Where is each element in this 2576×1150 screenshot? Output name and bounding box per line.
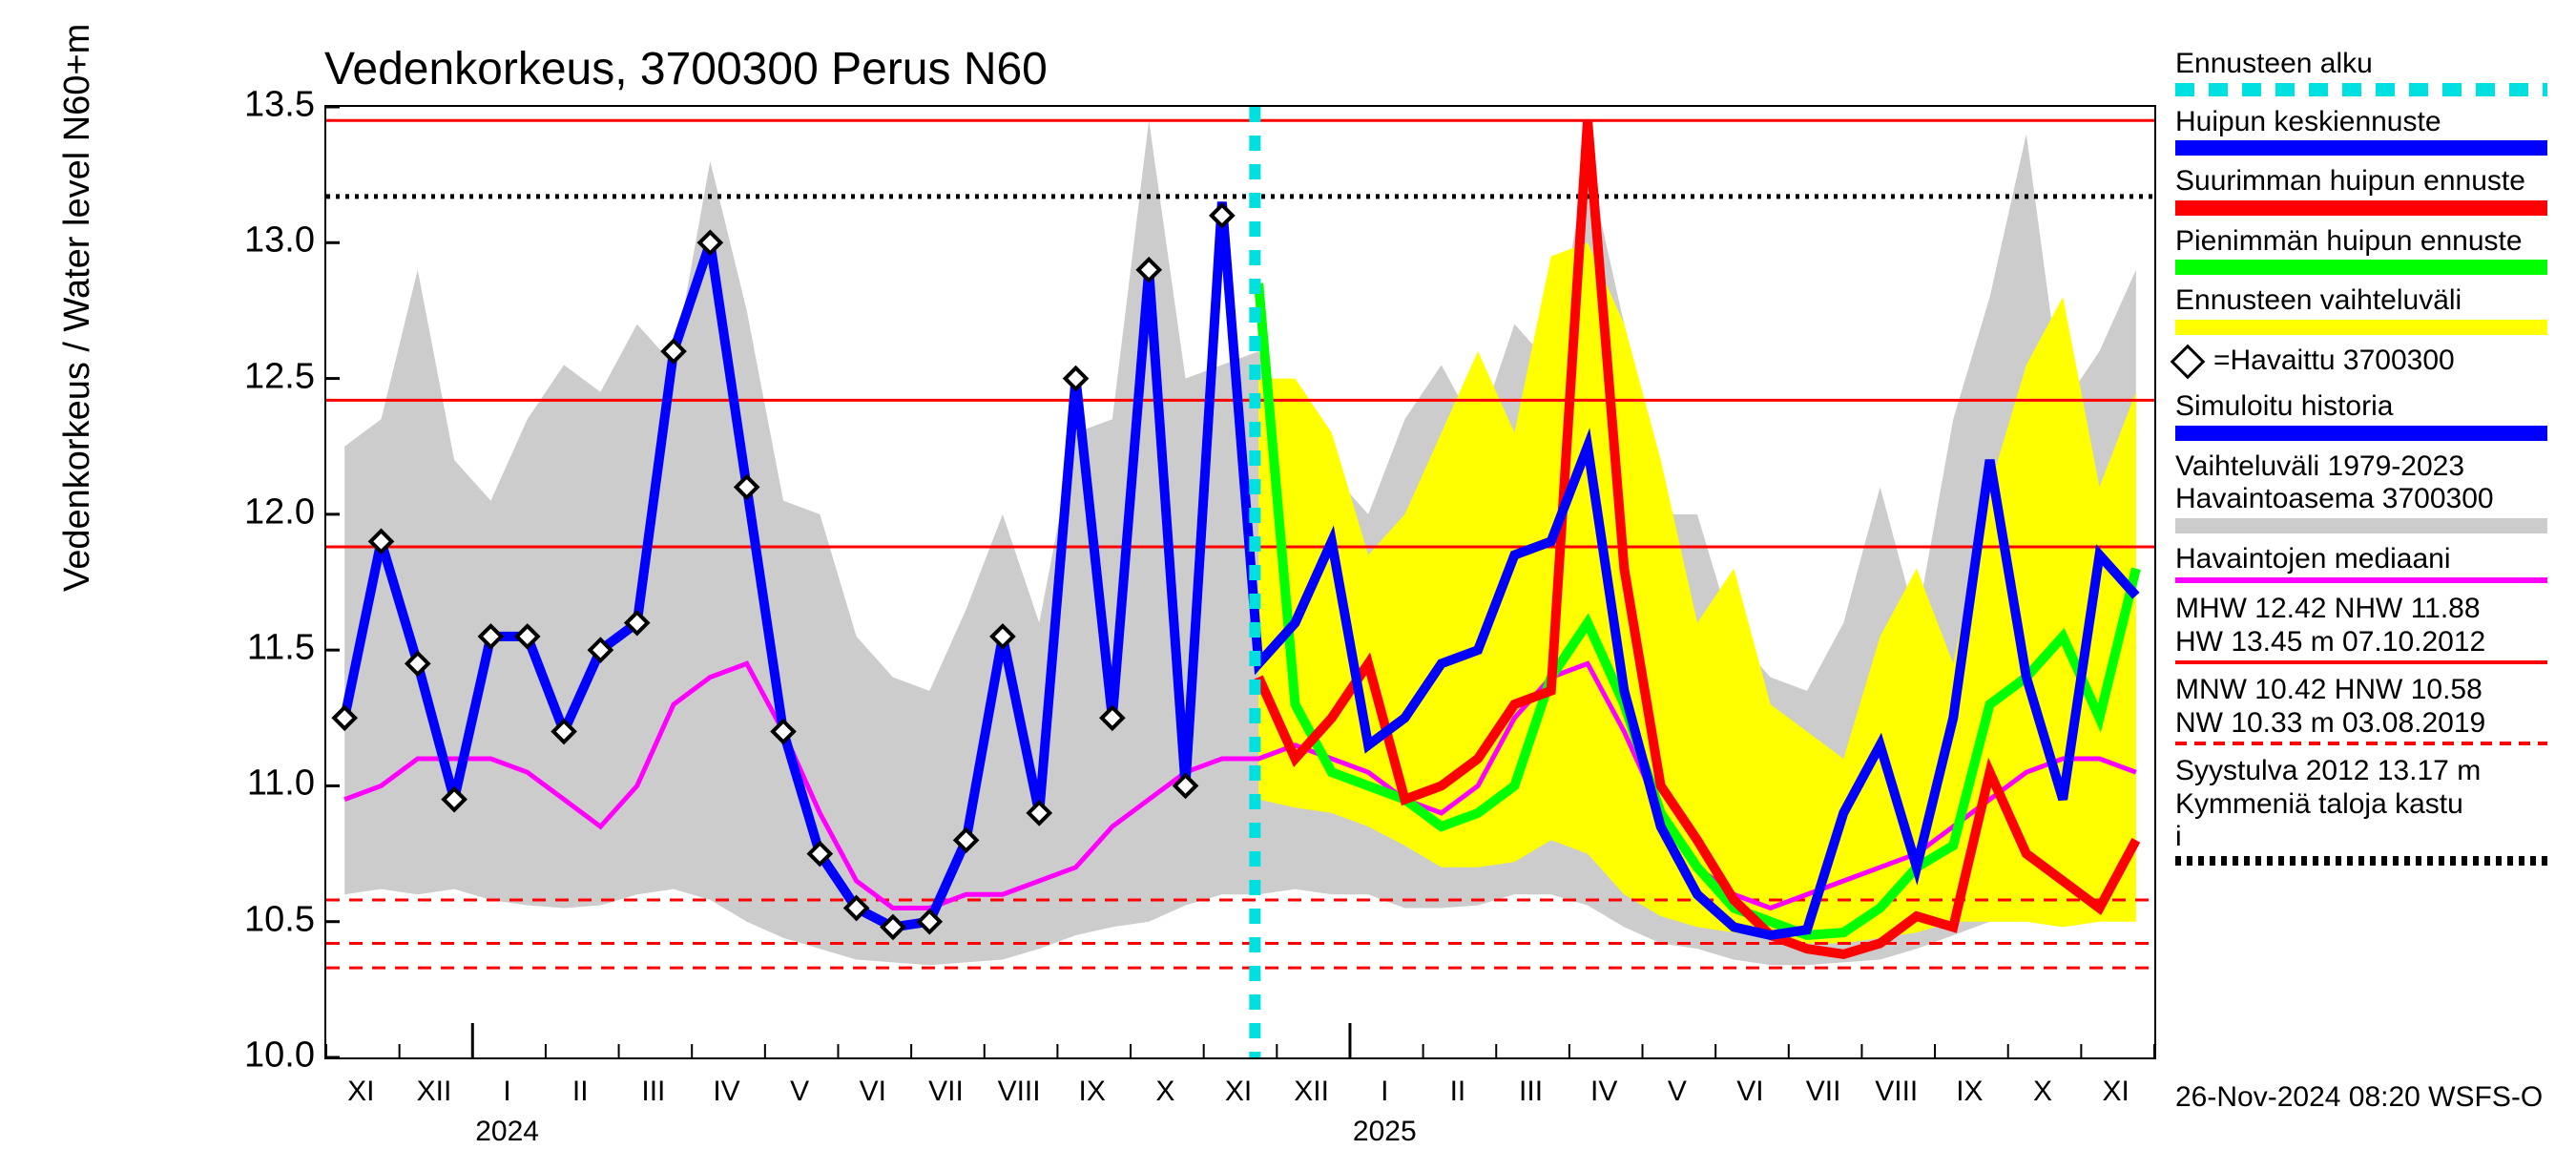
x-tick-month: XII [1294, 1076, 1329, 1108]
swatch-magenta [2175, 577, 2547, 583]
x-tick-month: V [790, 1076, 809, 1108]
swatch-black-dotted [2175, 856, 2547, 866]
timestamp-footer: 26-Nov-2024 08:20 WSFS-O [2175, 1081, 2543, 1114]
y-tick: 12.0 [200, 491, 315, 533]
swatch-red-thin [2175, 660, 2547, 664]
swatch-cyan-dashed [2175, 83, 2547, 96]
swatch-green [2175, 260, 2547, 275]
swatch-gray [2175, 518, 2547, 533]
x-tick-month: XI [1225, 1076, 1252, 1108]
swatch-red-dashed [2175, 742, 2547, 745]
x-tick-month: XI [347, 1076, 374, 1108]
x-tick-month: IV [1590, 1076, 1617, 1108]
swatch-blue [2175, 140, 2547, 156]
legend-peak-mean: Huipun keskiennuste [2175, 106, 2441, 137]
x-tick-month: XI [2102, 1076, 2129, 1108]
x-tick-month: III [1519, 1076, 1543, 1108]
x-tick-month: XII [417, 1076, 452, 1108]
x-tick-month: VI [1736, 1076, 1763, 1108]
legend-stat2: HW 13.45 m 07.10.2012 [2175, 626, 2485, 658]
x-tick-month: II [1450, 1076, 1466, 1108]
x-tick-month: VII [928, 1076, 964, 1108]
x-tick-month: II [572, 1076, 589, 1108]
swatch-yellow [2175, 320, 2547, 335]
legend-stat3: MNW 10.42 HNW 10.58 [2175, 674, 2483, 705]
chart-title: Vedenkorkeus, 3700300 Perus N60 [324, 43, 1048, 95]
y-axis-label: Vedenkorkeus / Water level N60+m [57, 24, 98, 592]
y-tick: 13.0 [200, 220, 315, 261]
y-axis: 10.010.511.011.512.012.513.013.5 [191, 95, 315, 1069]
legend-forecast-start: Ennusteen alku [2175, 48, 2373, 79]
y-tick: 11.0 [200, 763, 315, 805]
legend-sim-history: Simuloitu historia [2175, 390, 2393, 422]
x-tick-month: X [2033, 1076, 2052, 1108]
diamond-icon [2171, 344, 2206, 379]
x-tick-year: 2024 [475, 1116, 539, 1148]
legend-range-hist-a: Vaihteluväli 1979-2023 [2175, 450, 2464, 482]
y-tick: 10.5 [200, 899, 315, 940]
legend-range-hist-b: Havaintoasema 3700300 [2175, 483, 2494, 514]
y-tick: 10.0 [200, 1035, 315, 1077]
y-tick: 11.5 [200, 628, 315, 669]
plot-svg [326, 107, 2154, 1057]
swatch-blue2 [2175, 426, 2547, 441]
x-tick-month: VIII [1875, 1076, 1918, 1108]
legend-peak-min: Pienimmän huipun ennuste [2175, 225, 2523, 257]
legend-stat4: NW 10.33 m 03.08.2019 [2175, 707, 2485, 739]
legend-note3: i [2175, 821, 2182, 852]
x-axis: XIXIIIIIIIIIVVVIVIIVIIIIXXXIXIIIIIIIIIVV… [324, 1064, 2156, 1150]
x-tick-month: IX [1079, 1076, 1106, 1108]
legend-stat1: MHW 12.42 NHW 11.88 [2175, 593, 2481, 624]
x-tick-month: IX [1956, 1076, 1983, 1108]
legend-observed: =Havaittu 3700300 [2213, 345, 2455, 376]
legend-median: Havaintojen mediaani [2175, 543, 2451, 575]
legend-note2: Kymmeniä taloja kastu [2175, 788, 2463, 820]
x-tick-month: I [1381, 1076, 1388, 1108]
swatch-red [2175, 200, 2547, 216]
x-tick-month: IV [713, 1076, 739, 1108]
x-tick-month: I [503, 1076, 510, 1108]
legend: Ennusteen alku Huipun keskiennuste Suuri… [2175, 48, 2566, 875]
x-tick-month: VII [1806, 1076, 1841, 1108]
plot-area [324, 105, 2156, 1059]
x-tick-month: III [641, 1076, 665, 1108]
x-tick-month: VI [860, 1076, 886, 1108]
x-tick-month: V [1668, 1076, 1687, 1108]
legend-forecast-range: Ennusteen vaihteluväli [2175, 284, 2462, 316]
legend-peak-max: Suurimman huipun ennuste [2175, 165, 2525, 197]
x-tick-year: 2025 [1353, 1116, 1417, 1148]
water-level-chart: Vedenkorkeus, 3700300 Perus N60 Vedenkor… [0, 0, 2576, 1145]
x-tick-month: X [1155, 1076, 1174, 1108]
y-tick: 13.5 [200, 85, 315, 126]
x-tick-month: VIII [998, 1076, 1041, 1108]
y-tick: 12.5 [200, 356, 315, 397]
legend-note1: Syystulva 2012 13.17 m [2175, 755, 2481, 786]
